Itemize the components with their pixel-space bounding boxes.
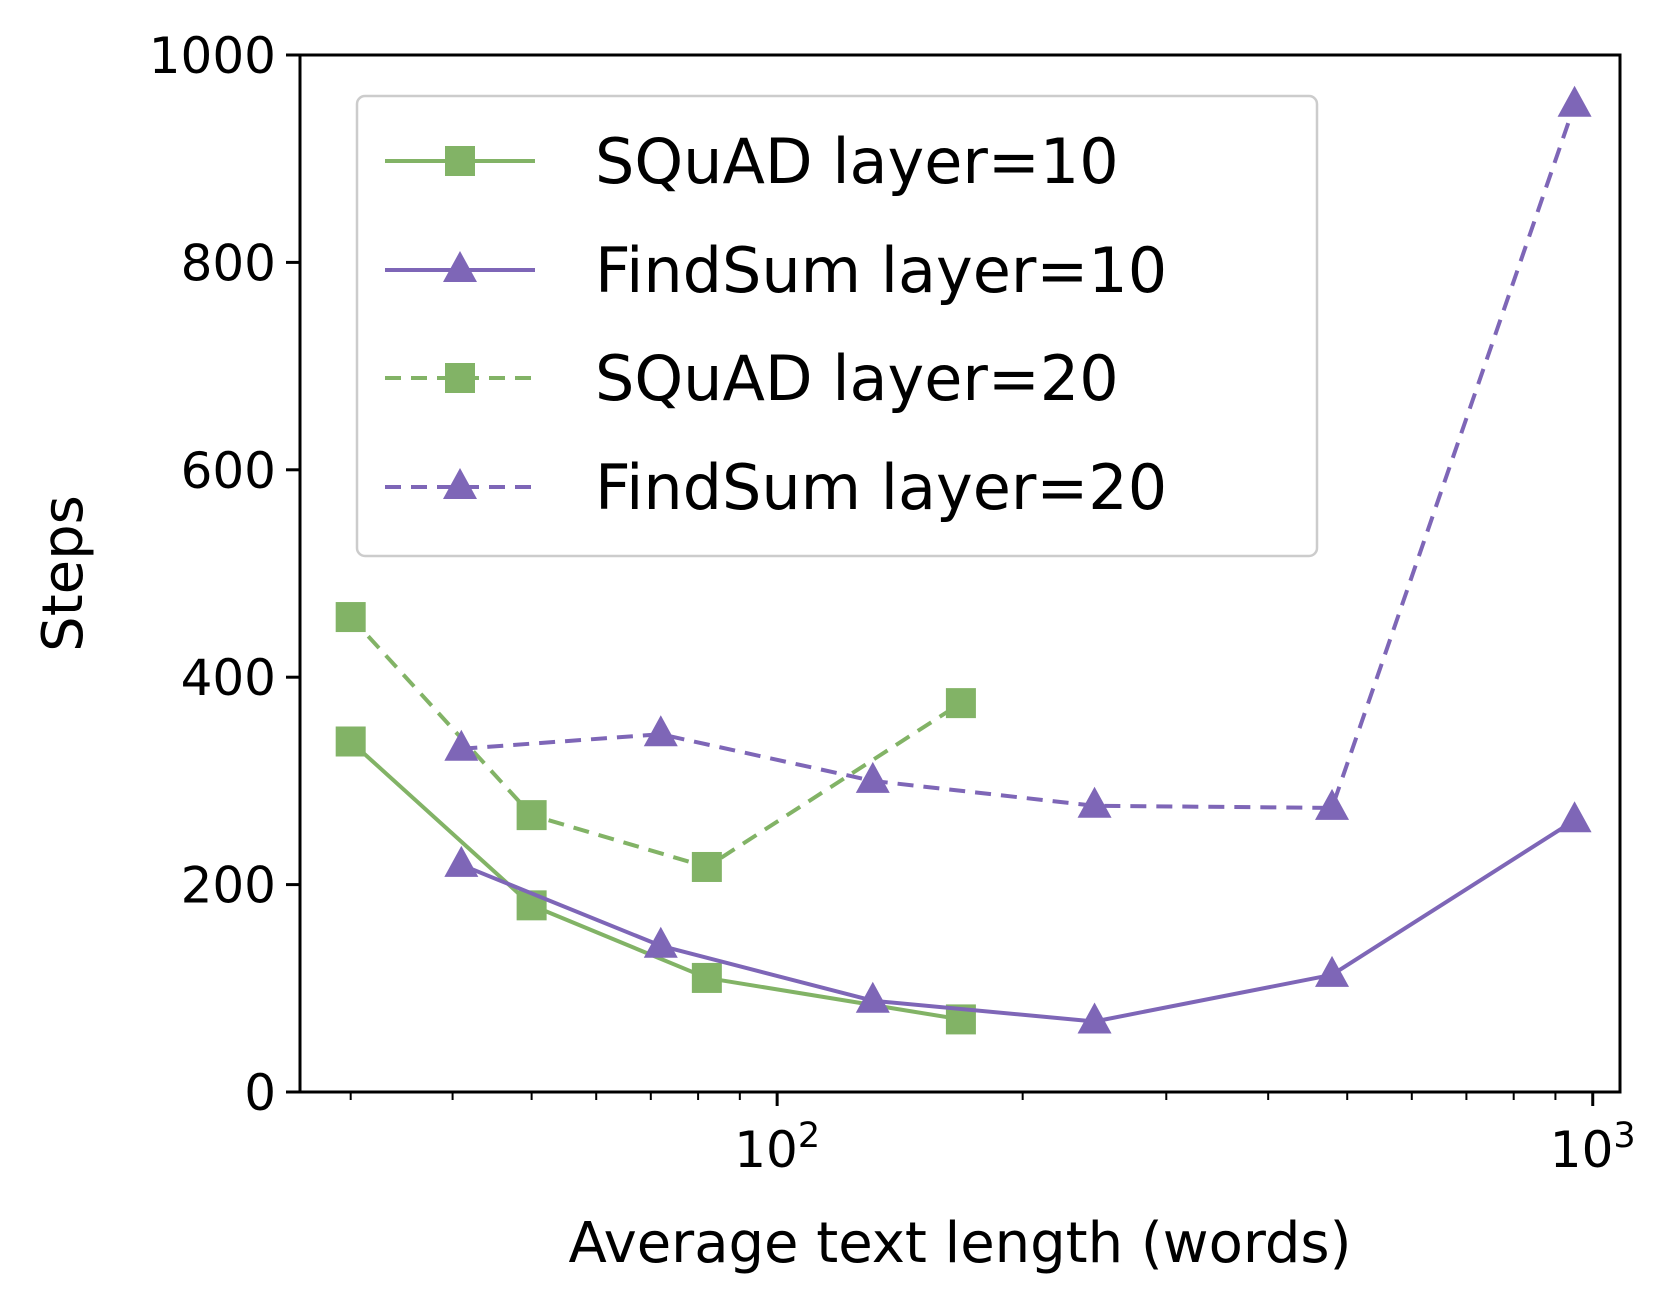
y-tick-label: 1000 [149,27,276,85]
y-tick-label: 600 [181,442,276,500]
legend-label: FindSum layer=10 [595,234,1167,307]
data-point [691,851,722,882]
axes-layer: 0 200 400 600 800 1000 102 103 [149,27,1636,1179]
y-tick-label: 800 [181,234,276,292]
data-point [1077,786,1112,818]
data-point [1557,801,1592,833]
data-point [855,761,890,793]
legend-label: FindSum layer=20 [595,451,1167,524]
y-tick-label: 0 [244,1064,276,1122]
data-point [855,981,890,1013]
data-point [335,726,366,757]
x-tick-label: 102 [734,1116,820,1179]
legend-marker [445,363,475,393]
series-line [460,818,1576,1024]
data-point [1077,1002,1112,1034]
legend-marker [443,468,477,499]
series-2 [335,602,976,882]
series-0 [335,726,976,1035]
series-line [461,104,1577,810]
series-line [349,740,962,1022]
series-3 [444,85,1592,820]
data-point [945,688,976,719]
x-axis-label: Average text length (words) [569,1211,1352,1276]
data-point [643,926,678,958]
data-point [1557,85,1592,117]
series-layer [335,85,1592,1035]
x-tick-label: 103 [1550,1116,1636,1179]
y-tick-label: 400 [181,649,276,707]
legend-box [355,94,1319,558]
y-tick-label: 200 [181,857,276,915]
data-point [643,715,678,747]
legend-marker [443,251,477,282]
data-point [444,845,479,877]
legend-marker [445,146,475,176]
data-point [1315,955,1350,987]
plot-frame [298,53,1622,1094]
data-point [691,962,722,993]
legend-label: SQuAD layer=10 [595,125,1119,198]
data-point [444,729,479,761]
data-point [1315,788,1350,820]
y-axis-label: Steps [31,495,96,652]
data-point [335,602,366,633]
data-point [516,800,547,831]
series-line [349,615,962,869]
legend-label: SQuAD layer=20 [595,342,1119,415]
legend: SQuAD layer=10 FindSum layer=10 SQuAD laye… [355,94,1319,558]
series-1 [444,801,1592,1034]
